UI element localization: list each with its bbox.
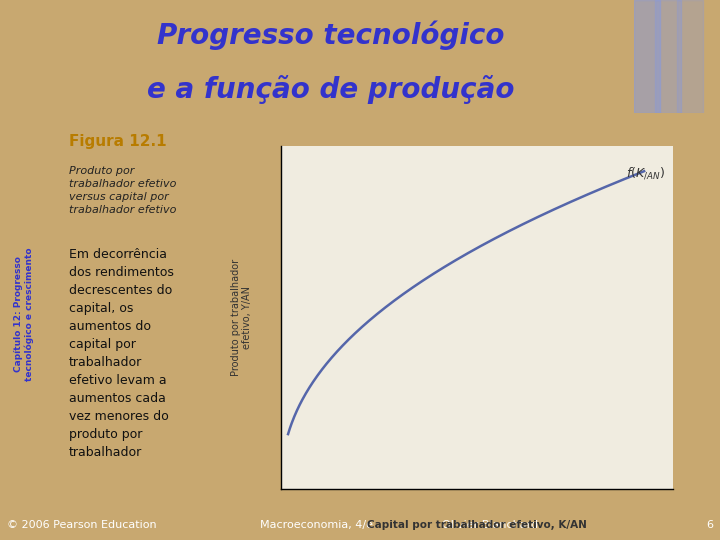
Text: Olivier Blanchard: Olivier Blanchard bbox=[441, 520, 538, 530]
Text: $f(K_{/AN})$: $f(K_{/AN})$ bbox=[626, 165, 665, 181]
Text: Figura 12.1: Figura 12.1 bbox=[69, 134, 167, 150]
Text: © 2006 Pearson Education: © 2006 Pearson Education bbox=[7, 520, 157, 530]
Bar bbox=[634, 0, 660, 113]
Text: Produto por
trabalhador efetivo
versus capital por
trabalhador efetivo: Produto por trabalhador efetivo versus c… bbox=[69, 166, 176, 215]
Text: Produto por trabalhador
efetivo, Y/AN: Produto por trabalhador efetivo, Y/AN bbox=[230, 259, 253, 376]
Text: Capital por trabalhador efetivo, K/AN: Capital por trabalhador efetivo, K/AN bbox=[367, 519, 587, 530]
Text: Em decorrência
dos rendimentos
decrescentes do
capital, os
aumentos do
capital p: Em decorrência dos rendimentos decrescen… bbox=[69, 248, 174, 459]
Bar bbox=[677, 0, 703, 113]
Bar bbox=[655, 0, 681, 113]
Text: e a função de produção: e a função de produção bbox=[148, 75, 515, 104]
Text: Progresso tecnológico: Progresso tecnológico bbox=[158, 21, 505, 50]
Text: Macroeconomia, 4/e: Macroeconomia, 4/e bbox=[261, 520, 373, 530]
Text: Capítulo 12: Progresso
tecnológico e crescimento: Capítulo 12: Progresso tecnológico e cre… bbox=[14, 248, 35, 381]
Text: 6: 6 bbox=[706, 520, 713, 530]
